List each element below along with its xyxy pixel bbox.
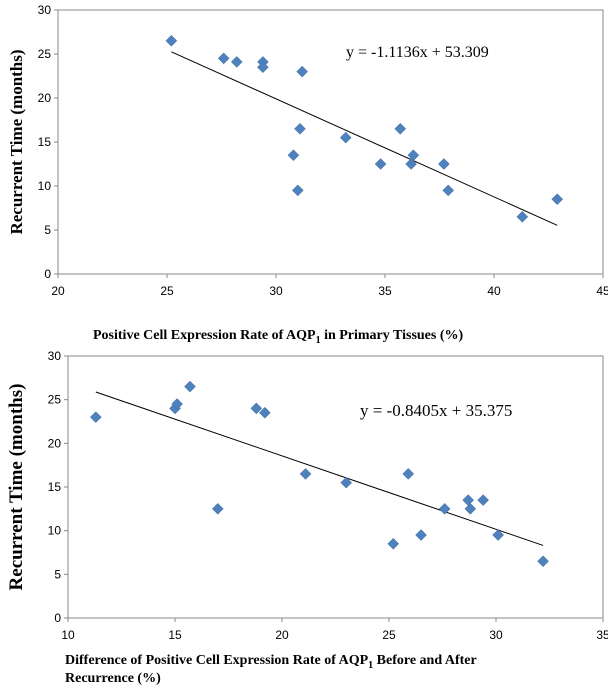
data-point — [477, 494, 490, 506]
trendline-equation: y = -0.8405x + 35.375 — [360, 401, 512, 420]
y-tick-label: 15 — [48, 480, 62, 494]
y-tick-label: 0 — [44, 267, 51, 281]
data-point — [230, 56, 243, 68]
y-tick-label: 5 — [54, 567, 61, 581]
chart-difference-before-after: 0 5 10 15 20 25 30 10 15 20 25 30 35 Recurrent Time (… — [6, 349, 608, 686]
data-point — [257, 61, 269, 74]
data-point — [211, 502, 224, 515]
x-tick-label: 40 — [487, 284, 501, 298]
trendline — [95, 391, 544, 546]
y-tick-label: 30 — [48, 349, 62, 363]
y-tick-label: 5 — [44, 223, 51, 237]
data-point — [374, 158, 387, 170]
x-tick-label: 45 — [596, 284, 608, 298]
x-tick-label: 35 — [596, 628, 608, 642]
trendline-equation: y = -1.1136x + 53.309 — [346, 44, 489, 61]
data-point — [405, 158, 418, 170]
data-point — [516, 210, 529, 223]
data-point — [291, 184, 304, 197]
x-axis-label: Recurrence (%) — [65, 671, 161, 686]
data-point — [438, 502, 451, 515]
data-point — [287, 149, 300, 162]
data-point — [394, 122, 407, 135]
y-tick-label: 15 — [38, 135, 52, 149]
data-point — [296, 65, 309, 78]
x-tick-label: 25 — [382, 628, 396, 642]
data-point — [259, 406, 271, 419]
x-tick-label: 20 — [275, 628, 289, 642]
x-tick-label: 25 — [160, 284, 174, 298]
x-axis-label: Difference of Positive Cell Expression R… — [65, 653, 477, 671]
y-axis-label: Recurrent Time (months) — [7, 49, 26, 234]
data-point — [438, 158, 450, 170]
x-tick-label: 30 — [489, 628, 503, 642]
y-axis-label: Recurrent Time (months) — [6, 384, 27, 591]
data-point — [299, 468, 312, 480]
x-axis-label: Positive Cell Expression Rate of AQP1 in… — [93, 328, 463, 346]
data-point — [462, 494, 475, 506]
y-tick-label: 10 — [38, 179, 52, 193]
data-point — [387, 537, 400, 550]
data-point — [340, 476, 353, 489]
data-point — [217, 52, 230, 65]
data-point — [492, 529, 504, 541]
data-point — [165, 34, 178, 47]
data-point — [250, 402, 263, 415]
y-tick-label: 30 — [38, 3, 52, 17]
data-point — [294, 122, 306, 135]
y-tick-label: 20 — [38, 91, 52, 105]
data-point — [171, 398, 183, 410]
y-tick-label: 0 — [54, 611, 61, 625]
data-point — [339, 131, 352, 144]
plot-frame — [67, 355, 604, 619]
trendline — [171, 51, 558, 226]
data-point — [407, 149, 420, 162]
x-tick-label: 30 — [269, 284, 283, 298]
data-point — [551, 193, 564, 206]
data-point — [402, 468, 415, 480]
data-point — [464, 502, 477, 515]
data-point — [184, 380, 196, 393]
y-tick-label: 25 — [48, 393, 62, 407]
data-point — [415, 529, 427, 541]
x-tick-label: 15 — [168, 628, 182, 642]
data-point — [537, 555, 549, 568]
y-tick-label: 20 — [48, 436, 62, 450]
x-tick-label: 20 — [51, 284, 65, 298]
x-tick-label: 10 — [61, 628, 75, 642]
data-point — [89, 411, 102, 423]
y-tick-label: 25 — [38, 47, 52, 61]
plot-frame — [57, 9, 604, 275]
y-tick-label: 10 — [48, 524, 62, 538]
x-tick-label: 35 — [378, 284, 392, 298]
chart-primary-tissues: 0 5 10 15 20 25 30 20 25 30 35 40 45 Recurrent Time (… — [7, 3, 608, 346]
data-point — [442, 184, 455, 197]
